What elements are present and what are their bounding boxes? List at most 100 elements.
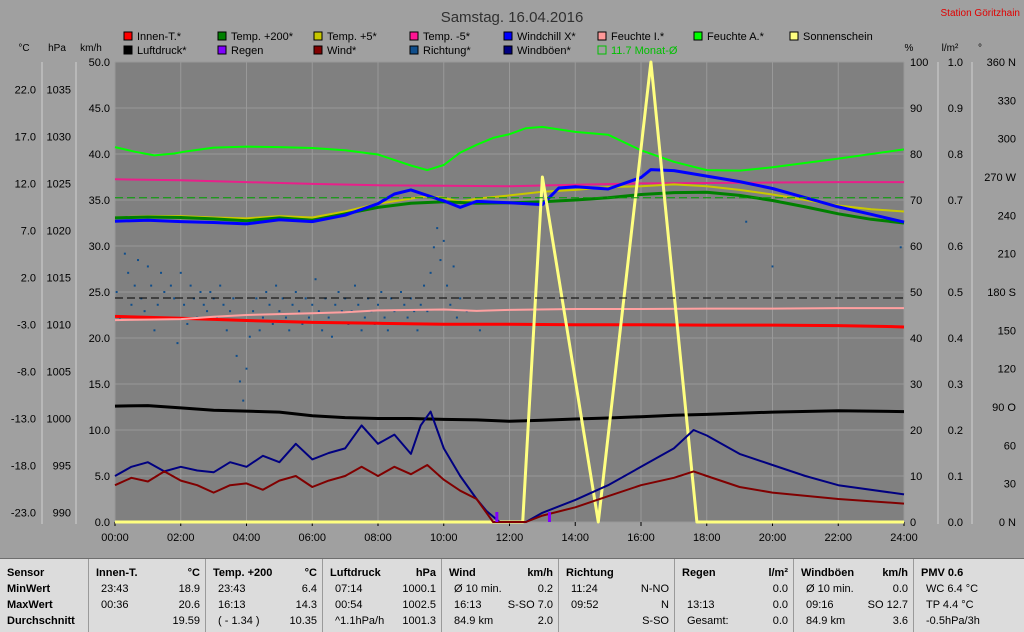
stats-cell-label: ^1.1hPa/h [335,615,385,627]
direction-point [298,310,301,313]
stats-cell-value: S-SO [642,615,669,627]
x-tick-label: 20:00 [759,532,787,544]
stats-row-label: MinWert [7,583,51,595]
direction-point [278,310,281,313]
stats-cell-label: ( - 1.34 ) [218,615,260,627]
legend-swatch [409,31,419,41]
direction-tick-label: 120 [998,364,1016,376]
direction-point [265,291,268,293]
x-tick-label: 00:00 [101,532,129,544]
direction-point [383,316,386,319]
temp-tick-label: 2.0 [21,273,36,285]
legend-swatch [597,31,607,41]
legend-label: Feuchte A.* [707,31,765,43]
x-axis: 00:00 02:00 04:00 06:00 08:00 10:00 12:00 14:00… [101,522,918,544]
stats-cell-label: Gesamt: [687,615,729,627]
series-line-wind [114,464,905,523]
stats-cell-value: 10.35 [289,615,317,627]
direction-point [232,297,235,300]
stats-cell-value: 1002.5 [402,599,436,611]
pressure-tick-label: 995 [53,461,71,473]
stats-cell-label: 11:24 [571,583,598,595]
direction-tick-label: 270 W [984,172,1016,184]
legend-swatch [789,31,799,41]
stats-cell-label: 09:16 [806,599,834,611]
direction-tick-label: 330 [998,95,1016,107]
pressure-tick-label: 1010 [47,320,71,332]
stats-cell-value: 14.3 [295,599,317,611]
rain-tick-label: 0.3 [948,379,963,391]
direction-point [446,284,449,287]
wind-tick-label: 15.0 [89,379,110,391]
legend-label: Temp. -5* [423,31,471,43]
stats-cell-value: 1001.3 [402,615,436,627]
x-tick-label: 16:00 [627,532,655,544]
direction-point [255,297,258,300]
legend-label: Temp. +200* [231,31,294,43]
humidity-tick-label: 50 [910,287,922,299]
direction-point [219,284,222,287]
direction-point [745,220,748,223]
direction-point [222,303,225,306]
direction-point [169,284,172,287]
wind-tick-label: 25.0 [89,287,110,299]
legend-swatch [597,45,607,55]
rain-tick-label: 0.2 [948,425,963,437]
series-line-innen-t [114,314,905,329]
rain-marks [495,512,551,522]
pressure-tick-label: 1005 [47,367,71,379]
rain-tick-label: 0.5 [948,287,963,299]
x-tick-label: 24:00 [890,532,918,544]
direction-point [406,316,409,319]
legend-swatch [123,31,133,41]
rain-tick-label: 0.7 [948,195,963,207]
legend-label: Wind* [327,45,357,57]
wind-tick-label: 35.0 [89,195,110,207]
humidity-tick-label: 20 [910,425,922,437]
legend-swatch [313,31,323,41]
direction-point [452,265,455,268]
direction-tick-label: 60 [1004,440,1016,452]
direction-point [130,303,133,306]
stats-cell-label: TP 4.4 °C [926,599,974,611]
direction-point [163,291,166,293]
humidity-tick-label: 30 [910,379,922,391]
direction-tick-label: 180 S [987,287,1016,299]
wind-tick-label: 10.0 [89,425,110,437]
legend-swatch [217,45,227,55]
direction-point [317,310,320,313]
direction-point [115,291,118,293]
stats-cell-value: 18.9 [178,583,200,595]
direction-point [426,310,429,313]
direction-point [288,329,291,332]
temp-tick-label: -3.0 [17,320,36,332]
stats-cell-label: 23:43 [101,583,129,595]
legend-label: 11.7 Monat-Ø [611,45,678,57]
temp-tick-label: 12.0 [15,179,36,191]
rain-mark [495,512,499,522]
pressure-tick-label: 1000 [47,414,71,426]
legend-label: Feuchte I.* [611,31,665,43]
direction-point [363,316,366,319]
legend-label: Sonnenschein [803,31,873,43]
stats-cell-label: WC 6.4 °C [926,583,979,595]
wind-tick-label: 30.0 [89,241,110,253]
direction-tick-label: 0 N [999,517,1016,529]
stats-cell-value: SO 12.7 [867,599,908,611]
direction-tick-label: 210 [998,249,1016,261]
stats-cell-label: 00:54 [335,599,363,611]
wind-tick-label: 20.0 [89,333,110,345]
direction-point [459,297,462,300]
stats-column-wind: Wind km/h Ø 10 min. 0.2 16:13 S-SO 7.0 84.9 km… [441,559,559,632]
legend-swatch [409,45,419,55]
stats-header: PMV 0.6 [921,567,964,579]
temp-tick-label: -8.0 [17,367,36,379]
pressure-tick-label: 1020 [47,226,71,238]
stats-cell-label: 16:13 [454,599,482,611]
stats-column-innen-t: Innen-T. °C 23:43 18.9 00:36 20.6 19.59 [88,559,206,632]
wind-tick-label: 45.0 [89,103,110,115]
direction-point [423,284,426,287]
direction-point [156,303,159,306]
direction-point [357,303,360,306]
stats-cell-value: 19.59 [172,615,200,627]
